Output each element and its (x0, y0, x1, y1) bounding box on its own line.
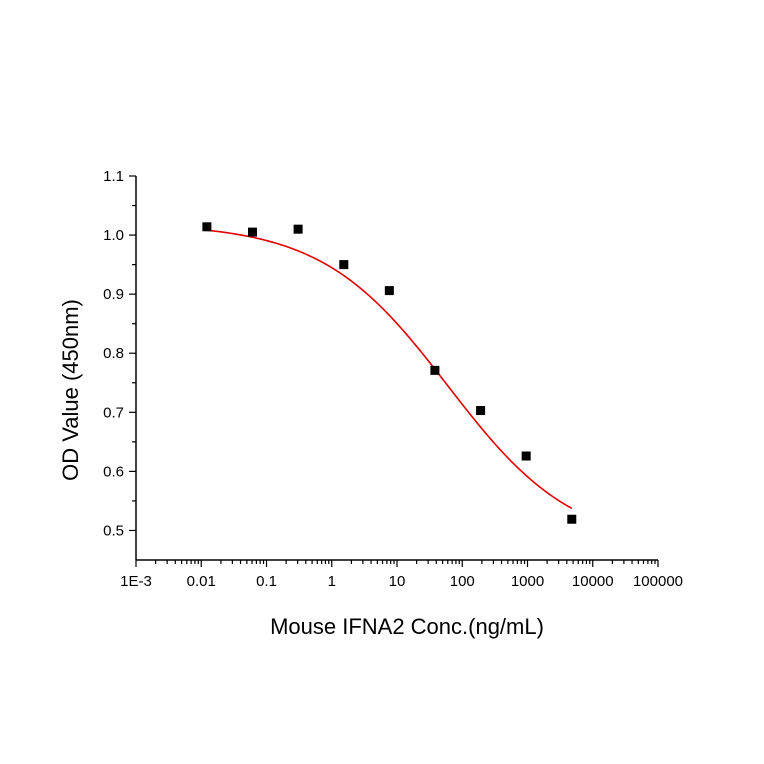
data-point (339, 260, 349, 270)
y-axis-title: OD Value (450nm) (58, 299, 83, 481)
y-tick-label: 1.0 (103, 227, 124, 244)
x-tick-label: 1E-3 (120, 573, 152, 590)
data-points (202, 222, 577, 524)
x-axis-ticks: 1E-3 0.01 0.1 1 10 100 1000 10000 100000 (120, 560, 683, 590)
x-tick-label: 1000 (511, 573, 544, 590)
data-point (430, 365, 440, 375)
x-tick-label: 10 (389, 573, 406, 590)
x-tick-label: 100000 (633, 573, 683, 590)
y-tick-label: 1.1 (103, 168, 124, 185)
data-point (476, 406, 486, 416)
data-point (293, 224, 303, 234)
y-tick-label: 0.8 (103, 345, 124, 362)
y-tick-label: 0.6 (103, 463, 124, 480)
data-point (384, 286, 394, 296)
y-axis-ticks: 0.5 0.6 0.7 0.8 0.9 1.0 1.1 (103, 168, 136, 539)
x-tick-label: 100 (450, 573, 475, 590)
x-tick-label: 10000 (572, 573, 614, 590)
data-point (202, 222, 212, 232)
data-point (247, 227, 257, 237)
x-tick-label: 0.1 (256, 573, 277, 590)
x-axis-title: Mouse IFNA2 Conc.(ng/mL) (270, 614, 544, 639)
y-tick-label: 0.5 (103, 522, 124, 539)
data-point (521, 451, 531, 461)
x-tick-label: 1 (328, 573, 336, 590)
fit-curve (206, 229, 573, 510)
x-tick-label: 0.01 (187, 573, 216, 590)
plot-area (202, 222, 577, 524)
y-tick-label: 0.9 (103, 286, 124, 303)
data-point (567, 514, 577, 524)
y-tick-label: 0.7 (103, 404, 124, 421)
